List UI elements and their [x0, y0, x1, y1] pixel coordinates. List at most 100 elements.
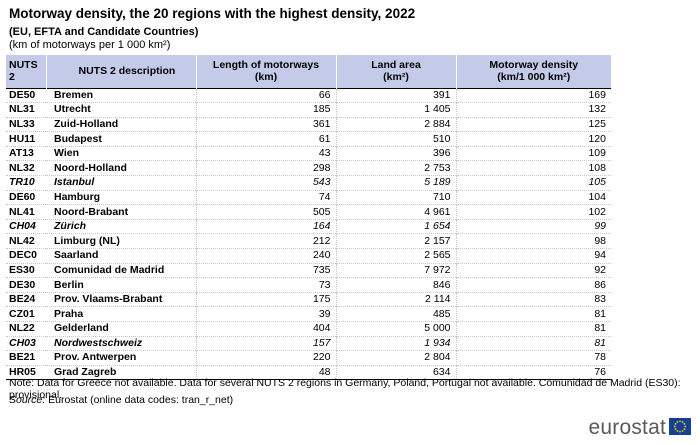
- table-row: NL42 Limburg (NL) 212 2 157 98: [6, 233, 611, 249]
- cell-density: 76: [455, 364, 611, 381]
- cell-length: 66: [195, 88, 336, 103]
- flag-star: [679, 420, 681, 423]
- cell-desc: Limburg (NL): [46, 233, 196, 249]
- table-row: NL41 Noord-Brabant 505 4 961 102: [6, 204, 611, 220]
- cell-code: NL22: [6, 321, 46, 337]
- flag-background: [669, 418, 691, 435]
- table-row: CZ01 Praha 39 485 81: [6, 306, 611, 322]
- table-row: CH04 Zürich 164 1 654 99: [6, 218, 611, 234]
- cell-density: 92: [455, 262, 611, 278]
- cell-desc: Bremen: [54, 88, 94, 101]
- cell-length: 73: [195, 277, 336, 293]
- cell-density: 120: [455, 131, 611, 147]
- eu-flag-graphic: [669, 418, 691, 435]
- cell-desc: Prov. Vlaams-Brabant: [46, 291, 196, 307]
- cell-area: 2 565: [335, 248, 456, 264]
- table-row: AT13 Wien 43 396 109: [6, 145, 611, 161]
- cell-length: 61: [195, 131, 336, 147]
- cell-length: 175: [195, 291, 336, 307]
- table-row: HR05 Grad Zagreb 48 634 76: [6, 364, 611, 381]
- source-label: Source:: [9, 394, 46, 406]
- header-length: Length of motorways (km): [195, 55, 336, 88]
- cell-density: 109: [455, 145, 611, 161]
- table-row: BE21 Prov. Antwerpen 220 2 804 78: [6, 350, 611, 366]
- cell-code: NL32: [6, 160, 46, 176]
- cell-area: 2 884: [335, 116, 456, 132]
- header-area-line1: Land area: [371, 59, 421, 72]
- cell-desc: Prov. Antwerpen: [46, 350, 196, 366]
- cell-desc: Zuid-Holland: [46, 116, 196, 132]
- cell-length: 404: [195, 321, 336, 337]
- cell-length: 220: [195, 350, 336, 366]
- cell-desc: Utrecht: [46, 102, 196, 118]
- cell-code: DEC0: [6, 248, 46, 264]
- cell-density: 104: [455, 189, 611, 205]
- cell-area: 485: [335, 306, 456, 322]
- table-row: DE50 Bremen 66 391 169: [6, 88, 611, 103]
- flag-star: [676, 421, 679, 423]
- source-line: Source: Eurostat (online data codes: tra…: [9, 394, 233, 406]
- cell-area: 510: [335, 131, 456, 147]
- cell-density: 102: [455, 204, 611, 220]
- table-row: NL22 Gelderland 404 5 000 81: [6, 321, 611, 337]
- cell-code: AT13: [6, 145, 46, 161]
- cell-length: 505: [195, 204, 336, 220]
- cell-area: 5 189: [335, 175, 456, 191]
- cell-area: 2 157: [335, 233, 456, 249]
- cell-code: CH03: [6, 335, 46, 351]
- cell-code: DE60: [6, 189, 46, 205]
- table-row: DE30 Berlin 73 846 86: [6, 277, 611, 293]
- cell-length: 39: [195, 306, 336, 322]
- cell-length: 240: [195, 248, 336, 264]
- cell-code: NL42: [6, 233, 46, 249]
- cell-desc: Comunidad de Madrid: [46, 262, 196, 278]
- unit-label: (km of motorways per 1 000 km²): [9, 39, 171, 51]
- cell-desc: Nordwestschweiz: [46, 335, 196, 351]
- cell-desc: Praha: [46, 306, 196, 322]
- flag-star: [681, 421, 684, 423]
- eurostat-logo: eurostat: [588, 416, 666, 439]
- cell-area: 391: [335, 88, 456, 103]
- cell-code: HU11: [6, 131, 46, 147]
- header-area-line2: (km²): [383, 71, 409, 84]
- table-row: ES30 Comunidad de Madrid 735 7 972 92: [6, 262, 611, 278]
- cell-code: NL41: [6, 204, 46, 220]
- cell-length: 543: [195, 175, 336, 191]
- cell-area: 846: [335, 277, 456, 293]
- flag-star: [674, 428, 677, 430]
- cell-density: 78: [455, 350, 611, 366]
- cell-length: 361: [195, 116, 336, 132]
- flag-star: [674, 423, 677, 425]
- flag-star: [676, 430, 679, 432]
- cell-density: 94: [455, 248, 611, 264]
- cell-area: 710: [335, 189, 456, 205]
- page-subtitle: (EU, EFTA and Candidate Countries): [9, 26, 199, 38]
- table-row: DE60 Hamburg 74 710 104: [6, 189, 611, 205]
- cell-length: 185: [195, 102, 336, 118]
- cell-density: 125: [455, 116, 611, 132]
- cell-length: 212: [195, 233, 336, 249]
- cell-code: DE50: [9, 88, 36, 101]
- cell-length: 74: [195, 189, 336, 205]
- cell-area: 396: [335, 145, 456, 161]
- cell-area: 1 654: [335, 218, 456, 234]
- cell-desc: Hamburg: [46, 189, 196, 205]
- table-row: CH03 Nordwestschweiz 157 1 934 81: [6, 335, 611, 351]
- table-row: NL31 Utrecht 185 1 405 132: [6, 102, 611, 118]
- flag-star: [673, 425, 676, 428]
- cell-length: 157: [195, 335, 336, 351]
- cell-desc: Saarland: [46, 248, 196, 264]
- flag-star: [679, 430, 681, 433]
- cell-code: BE24: [6, 291, 46, 307]
- cell-desc: Gelderland: [46, 321, 196, 337]
- cell-density: 132: [455, 102, 611, 118]
- cell-density: 81: [455, 306, 611, 322]
- header-row: NUTS 2 NUTS 2 description Length of moto…: [6, 55, 611, 88]
- cell-length: 48: [195, 364, 336, 381]
- cell-density: 169: [455, 88, 611, 103]
- cell-area: 4 961: [335, 204, 456, 220]
- flag-star: [683, 423, 686, 425]
- cell-desc: Istanbul: [46, 175, 196, 191]
- header-density: Motorway density (km/1 000 km²): [455, 55, 611, 88]
- cell-area: 1 405: [335, 102, 456, 118]
